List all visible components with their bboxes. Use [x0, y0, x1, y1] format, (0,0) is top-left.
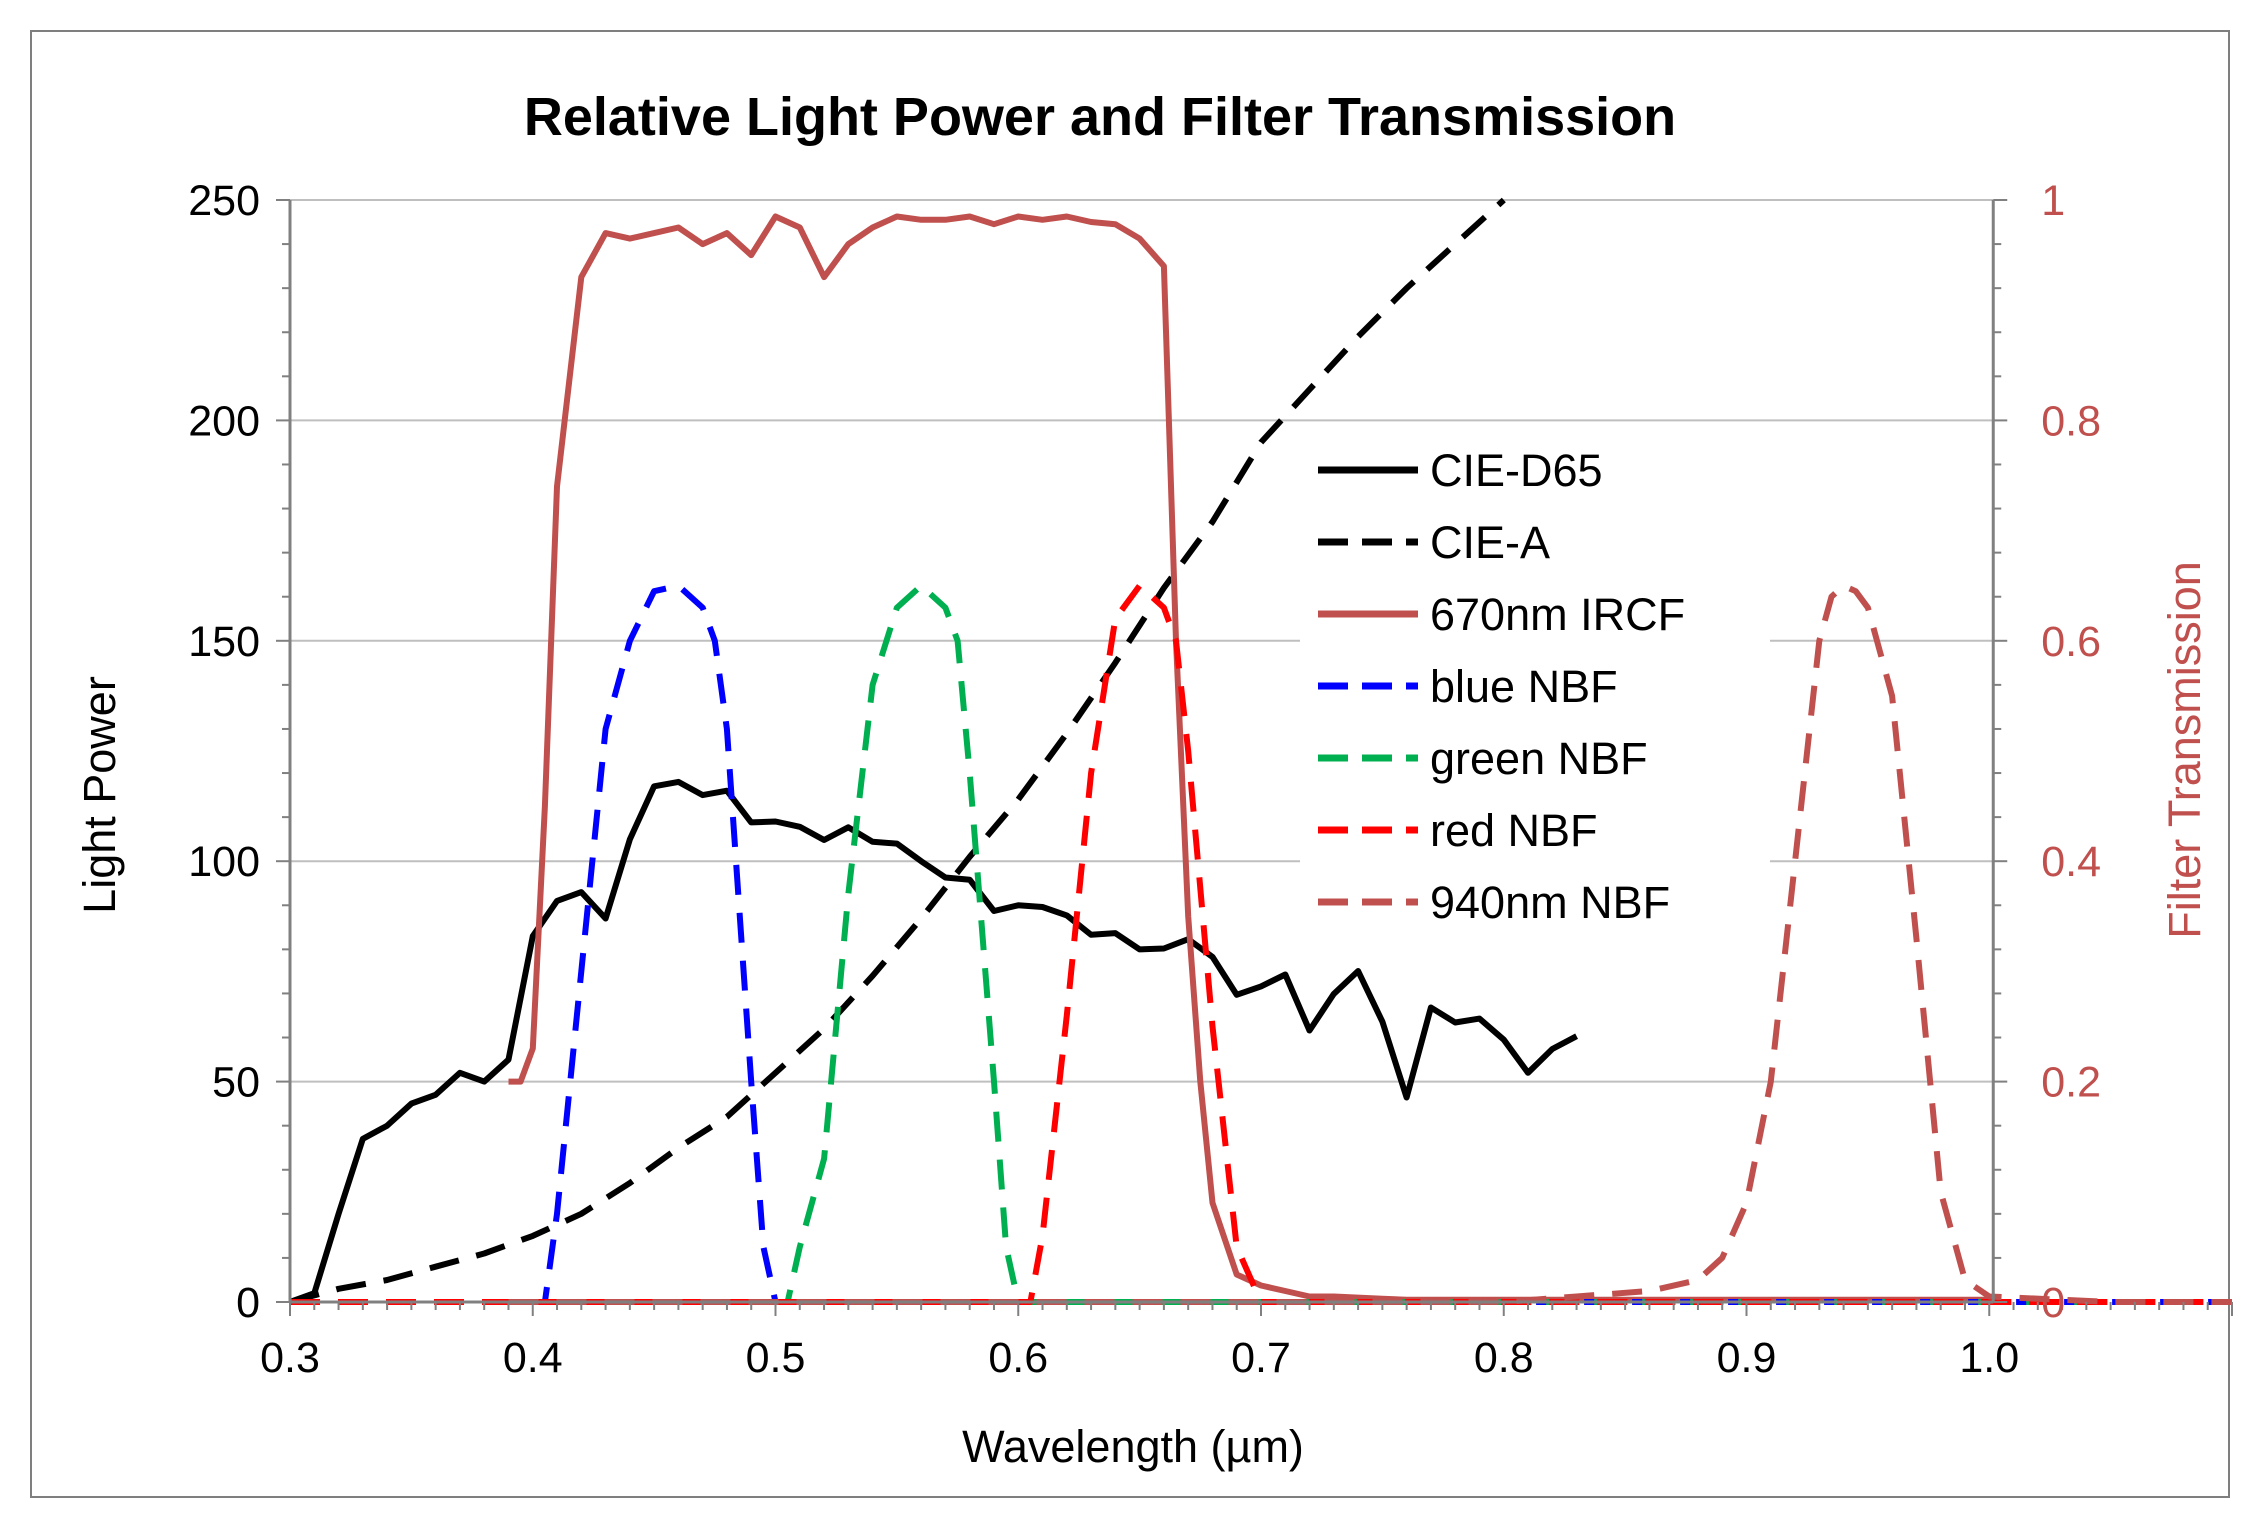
x-tick-label: 0.3 [260, 1334, 320, 1382]
legend-label: CIE-D65 [1430, 445, 1603, 496]
series-green-nbf [290, 582, 2232, 1305]
series-cie-d65 [288, 778, 1578, 1305]
y-tick-label: 150 [188, 618, 260, 666]
x-tick-label: 0.8 [1474, 1334, 1534, 1382]
y2-tick-label: 1 [2041, 177, 2065, 225]
series-layer [288, 197, 2232, 1305]
series-red-nbf [290, 582, 2232, 1305]
legend-label: CIE-A [1430, 517, 1550, 568]
y-tick-label: 50 [212, 1059, 260, 1107]
y-tick-label: 250 [188, 177, 260, 225]
y-tick-label: 200 [188, 397, 260, 445]
y2-axis-label: Filter Transmission [2159, 561, 2210, 939]
legend-label: blue NBF [1430, 661, 1618, 712]
chart-frame [30, 30, 2230, 1498]
series-cie-a [289, 197, 1506, 1305]
y2-tick-label: 0.4 [2041, 838, 2101, 886]
y2-tick-label: 0.6 [2041, 618, 2101, 666]
x-tick-label: 0.4 [503, 1334, 563, 1382]
legend-label: red NBF [1430, 805, 1598, 856]
legend-label: 670nm IRCF [1430, 589, 1685, 640]
series-670nm-ircf [508, 213, 1990, 1303]
x-tick-label: 1.0 [1959, 1334, 2019, 1382]
legend-label: green NBF [1430, 733, 1648, 784]
y-tick-label: 0 [236, 1279, 260, 1327]
x-axis-label: Wavelength (µm) [962, 1421, 1304, 1472]
axes [276, 199, 2233, 1316]
y2-tick-label: 0.2 [2041, 1059, 2101, 1107]
series-940nm-nbf [508, 582, 2232, 1305]
y2-tick-label: 0.8 [2041, 397, 2101, 445]
tick-labels: 0 50 100 150 200 250 0 0.2 0.4 0.6 0.8 1 0.3 0.4 0.5 0.… [188, 177, 2101, 1382]
x-tick-label: 0.9 [1717, 1334, 1777, 1382]
x-tick-label: 0.7 [1231, 1334, 1291, 1382]
y2-tick-label: 0 [2041, 1279, 2065, 1327]
legend: CIE-D65 CIE-A 670nm IRCF blue NBF green NBF r… [1300, 430, 1770, 935]
x-tick-label: 0.5 [746, 1334, 806, 1382]
y-axis-label: Light Power [74, 676, 125, 914]
chart-title: Relative Light Power and Filter Transmis… [524, 87, 1676, 147]
legend-label: 940nm NBF [1430, 877, 1670, 928]
y-tick-label: 100 [188, 838, 260, 886]
series-blue-nbf [290, 582, 2232, 1305]
x-tick-label: 0.6 [988, 1334, 1048, 1382]
